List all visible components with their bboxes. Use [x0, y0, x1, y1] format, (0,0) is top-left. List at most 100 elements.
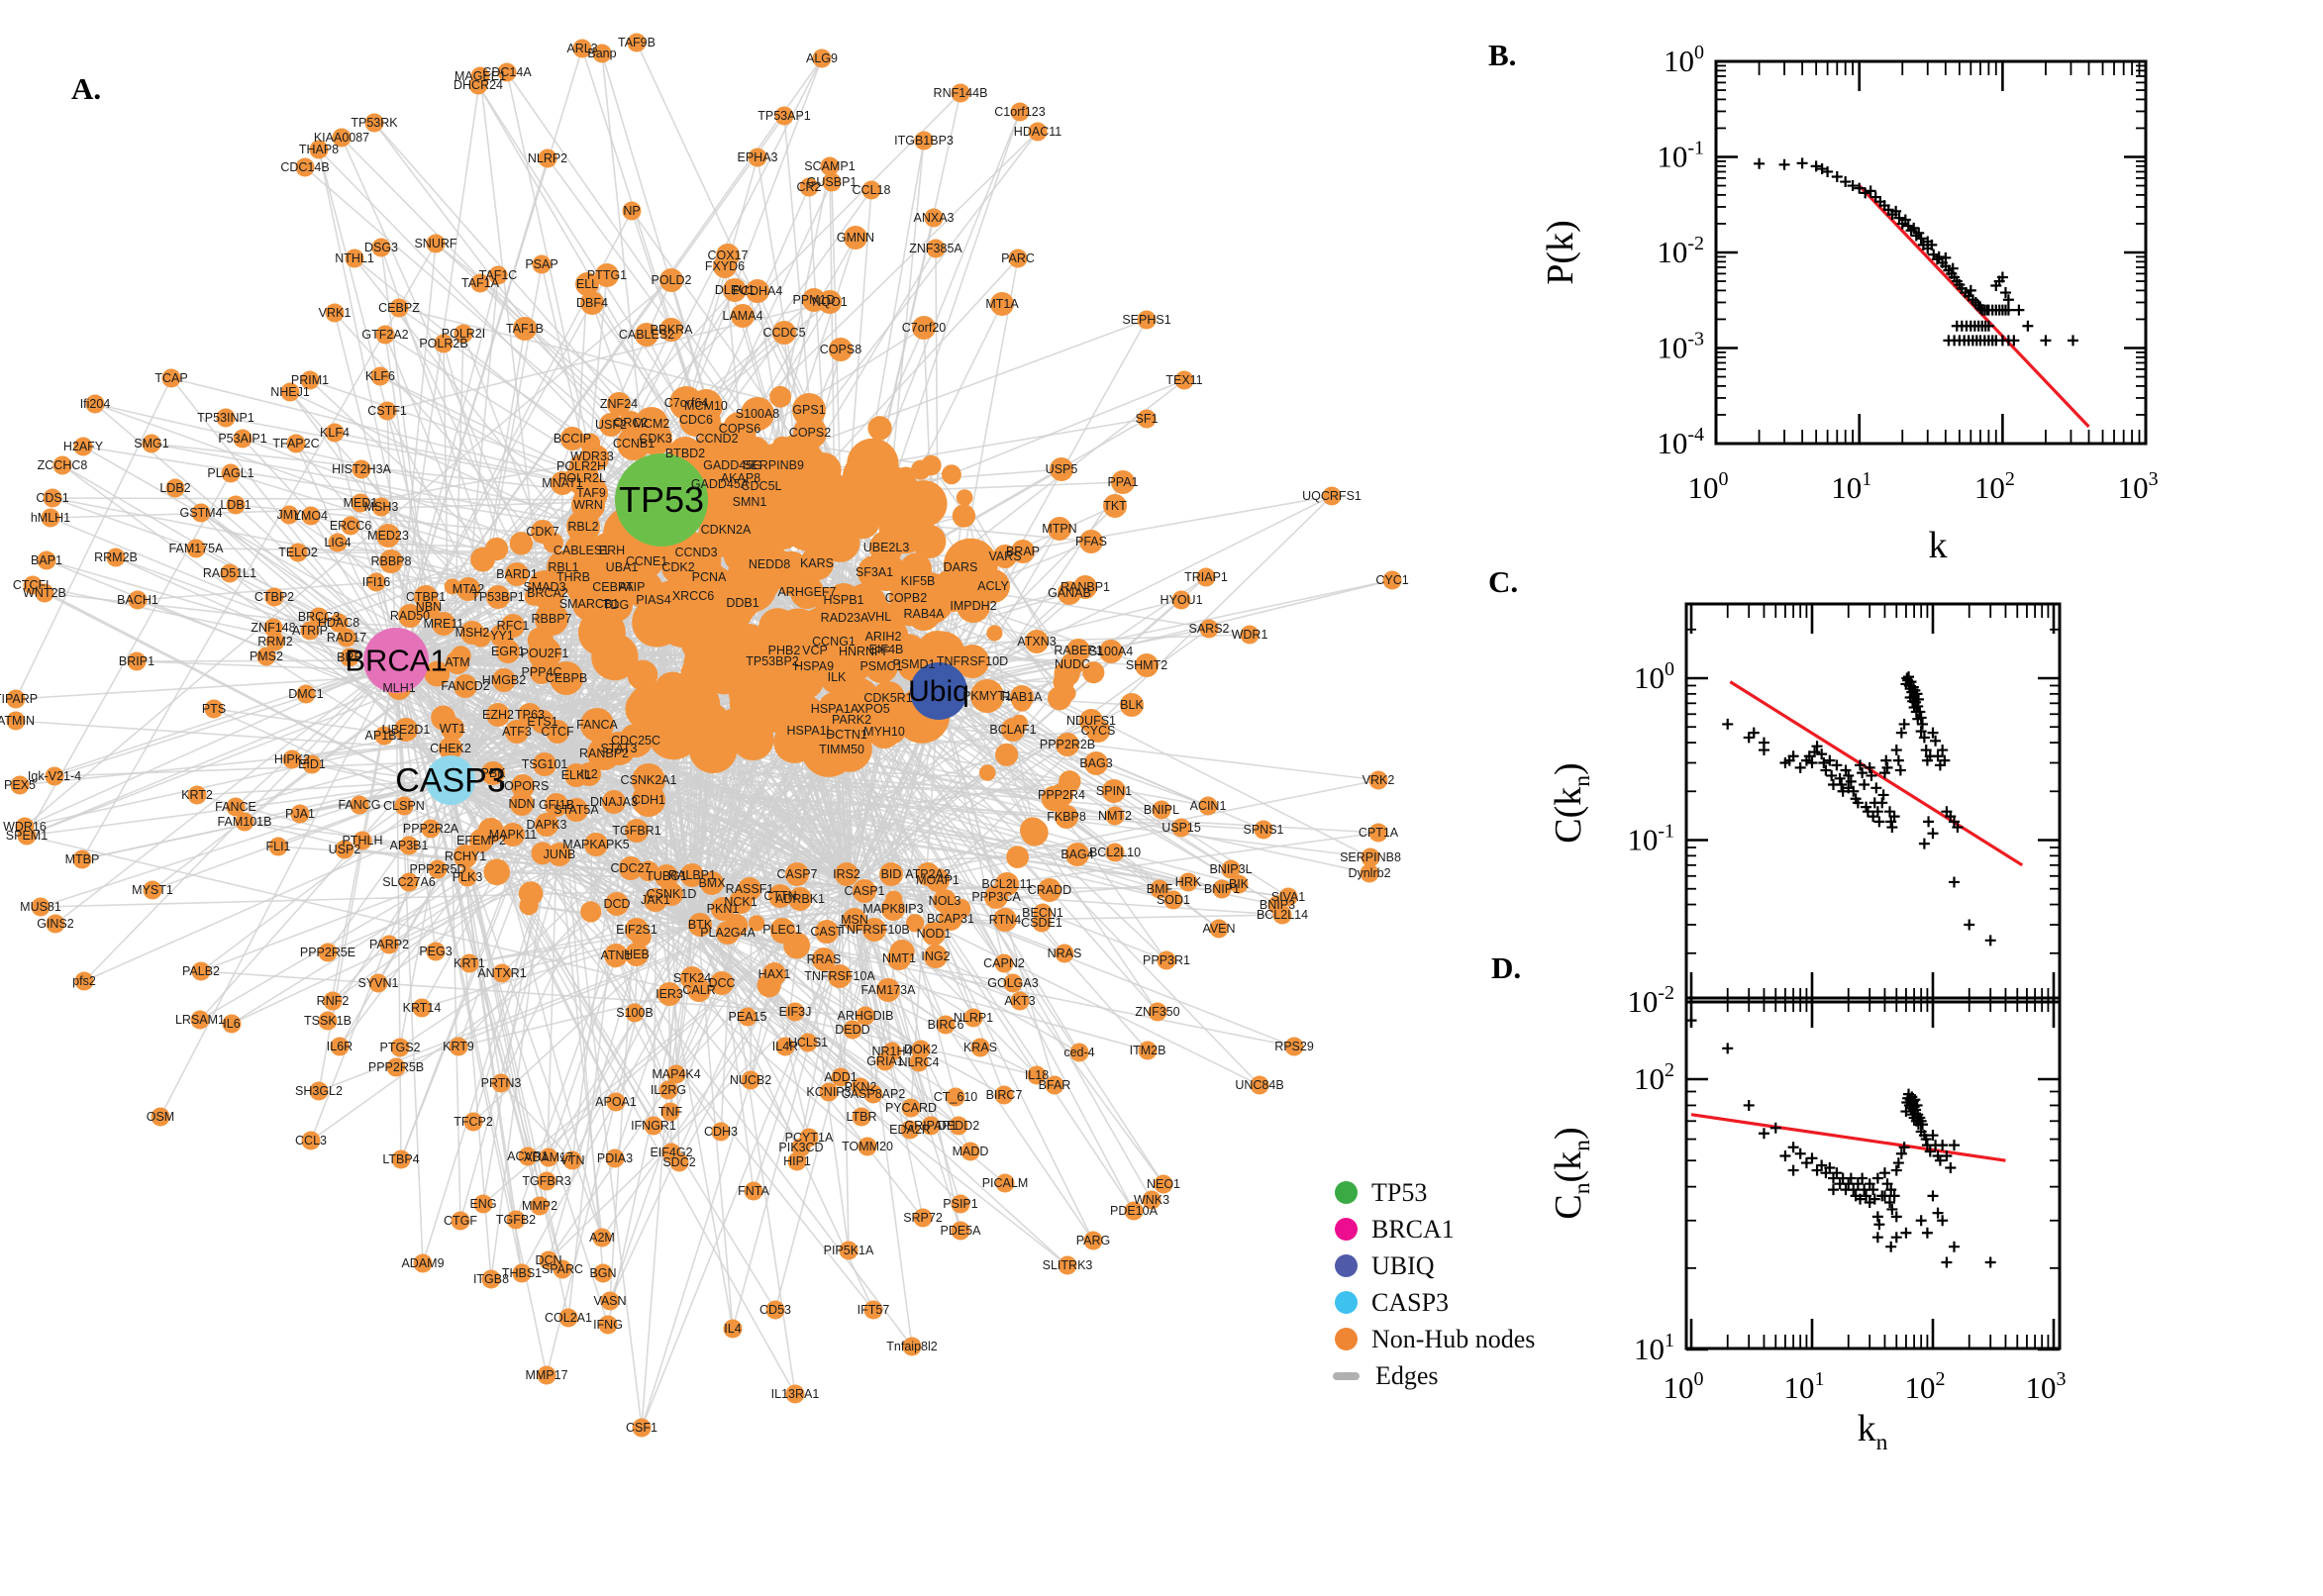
network-node [800, 547, 834, 580]
network-node [264, 587, 284, 607]
network-node-label: MCM10 [684, 399, 728, 413]
network-node [265, 632, 285, 651]
network-node-label: BCCIP [554, 432, 591, 446]
network-node [666, 1064, 686, 1084]
network-node-label: RBBP7 [532, 612, 572, 626]
network-node [657, 982, 681, 1006]
network-node-label: SLITRK3 [1043, 1258, 1093, 1272]
network-node-label: SMN1 [733, 495, 767, 509]
network-node-label: BECN1 [1022, 906, 1063, 920]
network-node-label: PHB2 [768, 644, 801, 657]
network-node [914, 535, 935, 555]
network-node [842, 472, 870, 502]
network-node [1058, 581, 1081, 605]
network-node-label: FXYD6 [705, 259, 745, 273]
network-node-label: WT1 [440, 722, 465, 736]
network-node-label: TELO2 [278, 546, 318, 559]
network-node-label: ADRBK1 [775, 892, 825, 906]
network-node-label: AP1B1 [365, 729, 404, 743]
network-node-label: ATF3 [502, 725, 532, 739]
network-node [993, 545, 1017, 568]
network-node-label: IL4R [772, 1040, 798, 1053]
network-node [454, 674, 477, 698]
network-node [1199, 619, 1219, 639]
network-node [72, 849, 92, 869]
network-node [454, 324, 473, 344]
network-node [731, 304, 755, 328]
network-node [444, 578, 461, 595]
network-node [741, 1070, 760, 1090]
network-node-label: SMAD3 [523, 580, 565, 594]
network-node [399, 836, 419, 855]
network-node-label: RRM2 [257, 635, 292, 648]
network-node-label: hMLH1 [31, 511, 70, 525]
network-node-label: POU2F1 [521, 647, 569, 660]
network-node-label: MSN [841, 913, 868, 927]
network-node [302, 754, 322, 774]
network-node-label: CPT1A [1359, 826, 1399, 840]
network-node [398, 604, 422, 628]
network-node [1065, 843, 1089, 866]
network-node-label: MSH3 [364, 500, 399, 514]
network-node-label: NEDD8 [749, 557, 790, 571]
network-node [518, 1147, 538, 1166]
network-node-label: H2AFY [63, 440, 104, 453]
scatter-points [1685, 1015, 1996, 1268]
network-node-label: HSPA1A [811, 702, 859, 716]
network-node-label: MLH1 [382, 681, 415, 695]
network-node-label: BID [881, 867, 902, 881]
network-node-label: CLSPN [383, 799, 425, 813]
network-node [605, 1148, 625, 1168]
legend-item-edges: Edges [1333, 1357, 1535, 1394]
network-node-label: NHEJ1 [270, 385, 310, 399]
network-node-label: TFCP2 [454, 1115, 493, 1129]
network-node-label: NQO1 [812, 295, 847, 309]
network-node [374, 726, 394, 746]
network-node [492, 668, 516, 692]
network-node-label: RBBP8 [371, 554, 412, 568]
tick-label: 10-1 [1627, 821, 1674, 857]
network-node-label: TAF1C [479, 268, 518, 282]
network-node-label: pfs2 [72, 974, 96, 988]
network-node-label: ILK [828, 670, 847, 684]
network-node [900, 1120, 920, 1140]
network-node [488, 265, 508, 285]
network-node [644, 888, 667, 912]
network-node [926, 239, 946, 258]
panel-label-d: D. [1491, 950, 1522, 985]
network-node-label: DEDD [835, 1023, 869, 1037]
network-node-label: CABLES2 [619, 328, 674, 342]
network-node [676, 579, 710, 613]
network-node-label: MAP4K4 [652, 1067, 700, 1081]
network-node [17, 826, 37, 846]
network-node-label: SYVN1 [358, 976, 399, 990]
network-node-label: TP53BP2 [746, 654, 799, 668]
network-node-label: CDC27 [611, 861, 652, 875]
network-node [748, 915, 765, 932]
network-node-label: CDC14B [280, 160, 329, 174]
network-node-label: STK24 [673, 971, 711, 985]
network-node-label: POLR2B [419, 337, 467, 350]
network-node [881, 897, 905, 921]
network-node [990, 292, 1014, 316]
network-node-label: BARD1 [496, 567, 538, 581]
network-node [550, 661, 583, 695]
network-node-label: CAPN2 [983, 956, 1025, 970]
network-node-label: GRIA1 [866, 1054, 904, 1068]
network-node [1152, 800, 1171, 820]
network-node-label: PLK3 [453, 870, 483, 884]
network-node [790, 575, 824, 609]
network-node [371, 497, 391, 517]
network-node [748, 148, 767, 167]
network-node-label: UQCRFS1 [1302, 489, 1362, 503]
network-node-label: IFNGR1 [631, 1119, 676, 1133]
network-node-label: PLA2G4A [700, 926, 756, 940]
network-node [592, 1228, 612, 1247]
network-node-label: JMY [277, 508, 303, 522]
network-node-label: PCYT1A [785, 1131, 834, 1145]
network-node [862, 918, 886, 942]
network-node [539, 1250, 558, 1270]
network-node [1103, 494, 1127, 518]
network-node-label: C7orf20 [902, 321, 947, 335]
network-node-label: GADD45A [691, 477, 750, 491]
